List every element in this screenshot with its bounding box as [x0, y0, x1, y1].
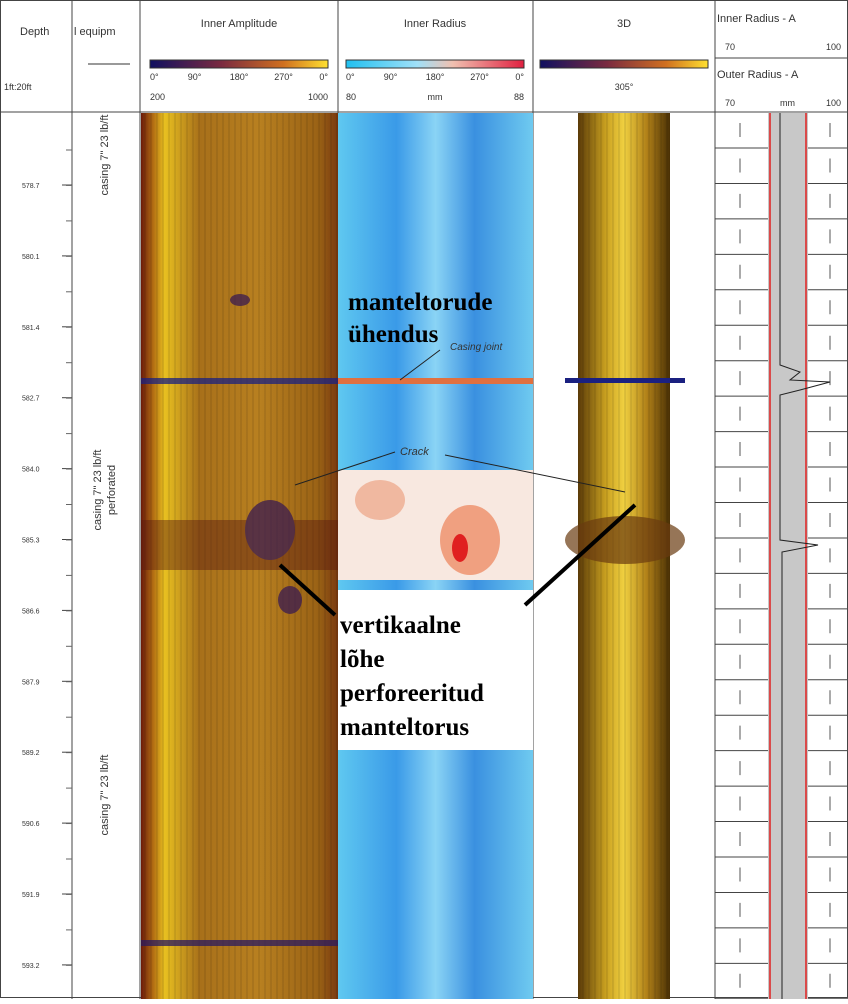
depth-label: 585.3 — [22, 538, 40, 545]
angle-label: 90° — [384, 72, 398, 82]
annotation: manteltorus — [340, 714, 469, 741]
angle-label: 270° — [274, 72, 293, 82]
header-text: 200 — [150, 92, 165, 102]
depth-label: 578.7 — [22, 183, 40, 190]
angle-label: 0° — [515, 72, 524, 82]
header-text: Outer Radius - A — [717, 69, 799, 81]
header-text: mm — [428, 92, 443, 102]
header-text: 70 — [725, 42, 735, 52]
depth-label: 587.9 — [22, 679, 40, 686]
angle-label: 0° — [150, 72, 159, 82]
equipment-label: perforated — [106, 465, 118, 515]
equipment-label: casing 7" 23 lb/ft — [99, 755, 111, 836]
annotation-small: Crack — [400, 446, 429, 458]
cylinder-joint — [565, 378, 685, 383]
angle-label: 90° — [188, 72, 202, 82]
color-scale — [150, 60, 328, 68]
header-text: Inner Radius — [404, 18, 467, 30]
well-log: Depth 1ft:20ft l equipm Inner Amplitude … — [0, 0, 848, 999]
angle-label: 180° — [426, 72, 445, 82]
header-text: Depth — [20, 26, 49, 38]
depth-label: 586.6 — [22, 608, 40, 615]
annotation: ühendus — [348, 321, 439, 348]
header-text: 80 — [346, 92, 356, 102]
cylinder-bulge — [565, 516, 685, 564]
depth-label: 584.0 — [22, 467, 40, 474]
angle-label: 0° — [346, 72, 355, 82]
header-text: 1000 — [308, 92, 328, 102]
header-text: 305° — [615, 82, 634, 92]
annotation-small: Casing joint — [450, 342, 503, 353]
equipment-label: casing 7" 23 lb/ft — [99, 115, 111, 196]
depth-label: 582.7 — [22, 396, 40, 403]
header-text: Inner Amplitude — [201, 18, 277, 30]
radius-band — [768, 113, 808, 999]
header-text: 70 — [725, 98, 735, 108]
depth-label: 589.2 — [22, 750, 40, 757]
annotation: manteltorude — [348, 289, 492, 316]
header-text: 100 — [826, 98, 841, 108]
depth-label: 580.1 — [22, 254, 40, 261]
equipment-label: casing 7" 23 lb/ft — [92, 450, 104, 531]
header-text: 100 — [826, 42, 841, 52]
angle-label: 0° — [319, 72, 328, 82]
depth-label: 591.9 — [22, 892, 40, 899]
annotation: perforeeritud — [340, 680, 484, 707]
angle-label: 180° — [230, 72, 249, 82]
header-text: mm — [780, 98, 795, 108]
annotation: lõhe — [340, 646, 384, 673]
color-scale — [346, 60, 524, 68]
depth-label: 581.4 — [22, 325, 40, 332]
header-text: 88 — [514, 92, 524, 102]
depth-label: 590.6 — [22, 821, 40, 828]
annotation: vertikaalne — [340, 612, 461, 639]
depth-label: 593.2 — [22, 963, 40, 970]
header-text: Inner Radius - A — [717, 13, 797, 25]
header-text: 1ft:20ft — [4, 82, 32, 92]
header-text: 3D — [617, 18, 631, 30]
header-text: l equipm — [74, 26, 116, 38]
color-scale — [540, 60, 708, 68]
angle-label: 270° — [470, 72, 489, 82]
